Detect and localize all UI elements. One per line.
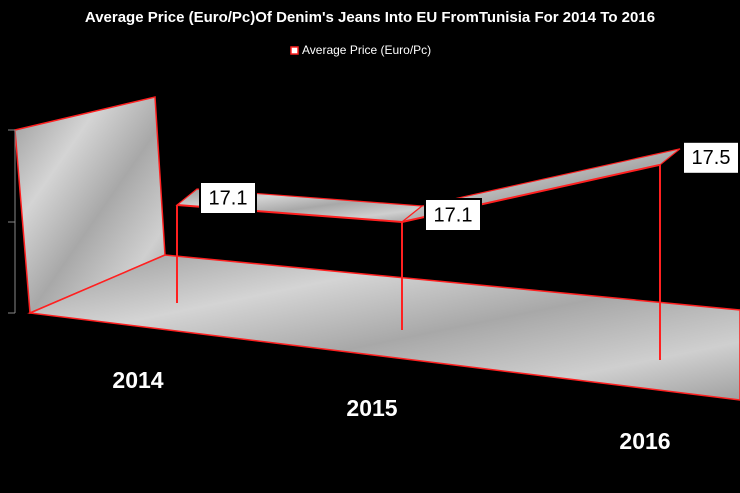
value-label: 17.5 bbox=[692, 147, 731, 169]
value-label-box bbox=[199, 181, 257, 215]
value-label: 17.1 bbox=[209, 187, 248, 209]
value-label-box bbox=[682, 140, 740, 175]
x-tick-label: 2015 bbox=[346, 395, 397, 421]
x-tick-label: 2014 bbox=[112, 367, 163, 393]
legend-label: Average Price (Euro/Pc) bbox=[302, 43, 431, 57]
plot: 17.1 2014 17.1 2015 17.5 2016 bbox=[112, 140, 740, 454]
value-label-box bbox=[424, 198, 482, 232]
floor bbox=[27, 254, 740, 401]
legend-swatch bbox=[290, 46, 299, 55]
x-tick-label: 2016 bbox=[619, 428, 670, 454]
value-label: 17.1 bbox=[434, 204, 473, 226]
chart-title: Average Price (Euro/Pc)Of Denim's Jeans … bbox=[85, 9, 655, 26]
